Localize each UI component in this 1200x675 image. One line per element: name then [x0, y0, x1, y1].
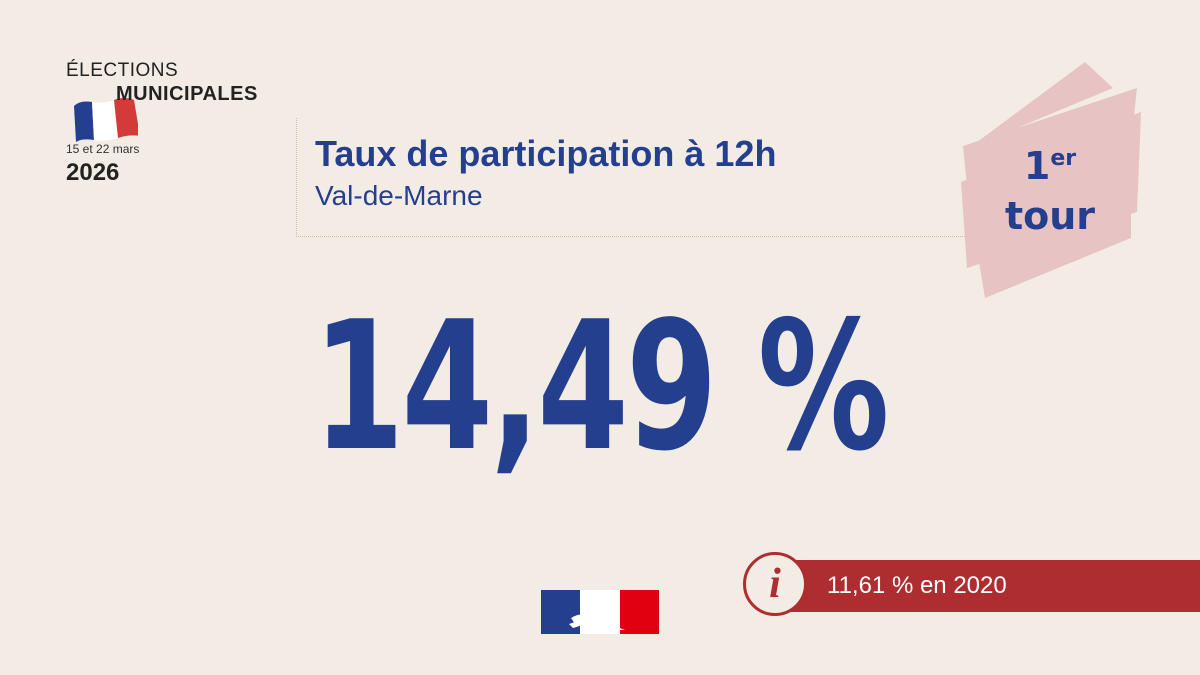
- participation-rate-value: 14,49 %: [0, 282, 1200, 492]
- tour-word: tour: [1004, 194, 1096, 238]
- tour-badge-background: [961, 62, 1141, 298]
- page-title: Taux de participation à 12h: [315, 133, 777, 174]
- previous-result-bar: 11,61 % en 2020: [770, 560, 1200, 612]
- title-box: Taux de participation à 12h Val-de-Marne: [296, 118, 967, 237]
- previous-result-text: 11,61 % en 2020: [827, 572, 1007, 599]
- tour-number: 1: [1023, 144, 1051, 188]
- logo-municipales-text: MUNICIPALES: [116, 83, 258, 105]
- marianne-logo-icon: [541, 590, 659, 634]
- logo-dates: 15 et 22 mars: [66, 142, 140, 156]
- info-icon: i: [743, 552, 807, 616]
- page-subtitle: Val-de-Marne: [315, 180, 483, 211]
- french-flag-icon: [74, 98, 138, 142]
- logo-elections-text: ÉLECTIONS: [66, 60, 179, 81]
- logo-year: 2026: [66, 159, 120, 186]
- participation-rate-text: 14,49 %: [313, 283, 890, 490]
- tour-label: 1er tour: [955, 134, 1145, 241]
- tour-badge: 1er tour: [955, 62, 1145, 298]
- elections-logo: ÉLECTIONS MUNICIPALES 15 et 22 mars 2026: [60, 58, 290, 198]
- tour-superscript: er: [1050, 146, 1077, 171]
